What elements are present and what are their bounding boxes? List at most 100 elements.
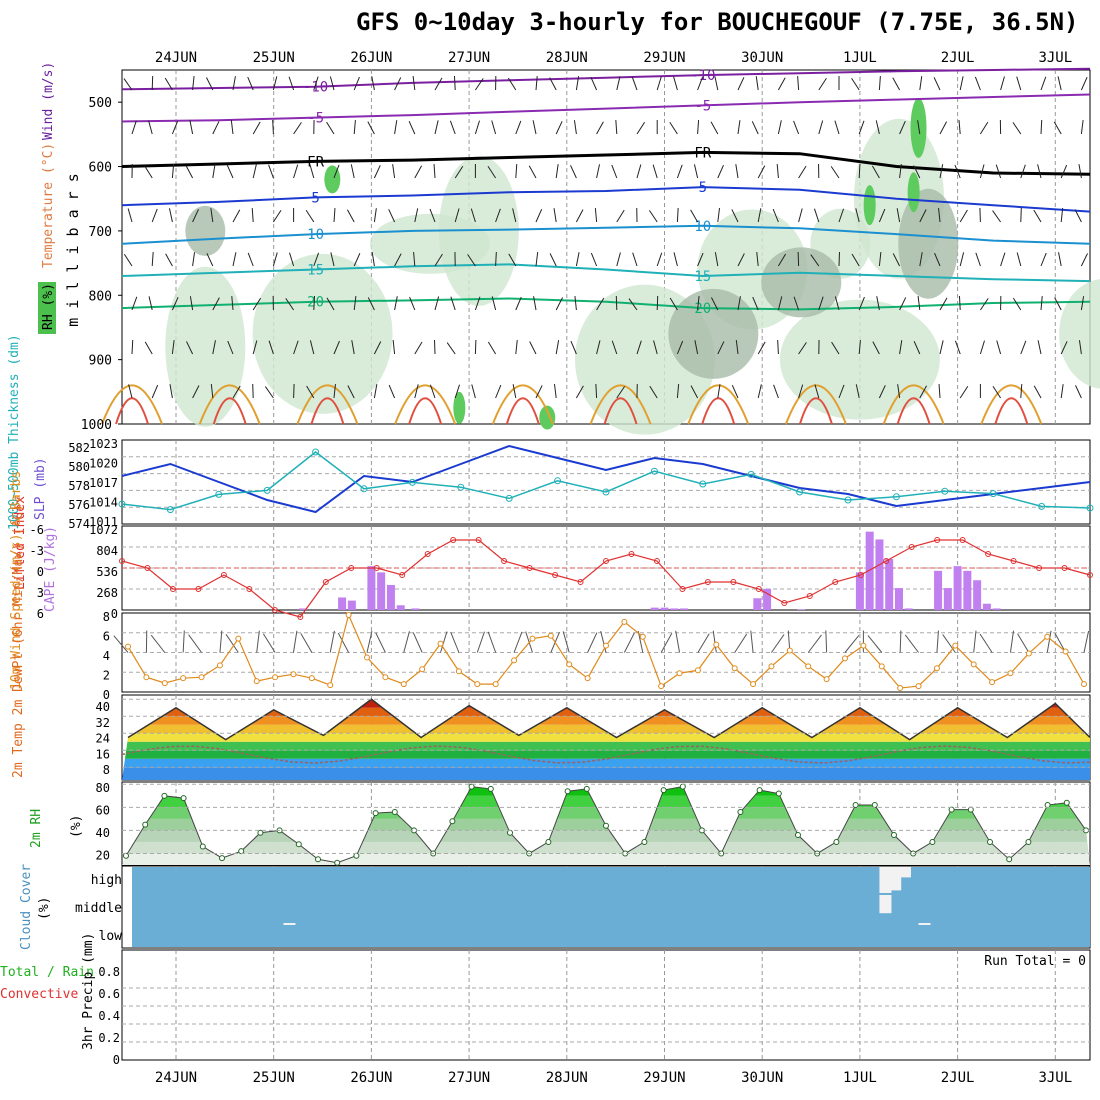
wind-barb [653, 340, 658, 355]
isotherm-25 [980, 384, 1043, 425]
wind-barb [1017, 633, 1030, 653]
cloud-level-label: middle [75, 901, 122, 916]
wind-barb [515, 163, 518, 179]
cloud-patch [918, 923, 931, 925]
wind-speed-marker [566, 661, 573, 668]
temp-tick-label: 16 [96, 747, 110, 761]
wind-barb [958, 120, 961, 135]
cape-bar [953, 566, 962, 610]
wind-barb [206, 253, 214, 267]
wind-barb [252, 297, 262, 311]
wind-barb [192, 385, 200, 399]
cloud-patch [898, 867, 911, 878]
cape-bar [660, 607, 669, 610]
wind-barb [693, 164, 699, 179]
wind-barb [570, 340, 577, 355]
wind-barb [714, 252, 719, 267]
bottom-day-label: 30JUN [741, 1070, 783, 1086]
wind-barb [313, 295, 316, 311]
isotherm-label: -10 [690, 68, 715, 84]
wind-barb [1020, 340, 1027, 355]
lifted-index-marker [1061, 565, 1068, 571]
temp-tick-label: 24 [96, 732, 110, 746]
wind-barb [575, 385, 584, 399]
wind-barb [188, 634, 202, 653]
wind-barb [528, 165, 537, 179]
wind-barb [429, 208, 436, 223]
isotherm-30 [115, 397, 149, 425]
wind-barb [919, 252, 923, 267]
wind-barb [371, 76, 375, 91]
wind-barb [474, 296, 481, 311]
wind-barb [573, 120, 577, 135]
wind-barb [673, 76, 678, 91]
cloud-level-label: high [91, 873, 122, 888]
cape-bar [943, 588, 952, 610]
wind-barb [219, 630, 223, 653]
isotherm-25 [198, 384, 261, 425]
wind-barb [954, 164, 961, 179]
top-day-label: 25JUN [253, 50, 295, 66]
wind-barb [959, 252, 965, 267]
wind-barb [413, 252, 416, 267]
wind-barb [737, 296, 741, 311]
isotherm-25 [296, 384, 359, 425]
lifted-index-marker [653, 558, 660, 564]
wind-barb [1080, 77, 1088, 91]
wind-barb [144, 341, 153, 355]
wind-barb [212, 340, 216, 355]
cape-tick-label: 1072 [89, 523, 118, 537]
bottom-day-label: 27JUN [448, 1070, 490, 1086]
wind-speed-marker [327, 682, 334, 689]
wind-barb [230, 120, 234, 135]
wind-barb [1078, 164, 1082, 179]
wind-barb [467, 254, 476, 267]
wind-barb [858, 340, 861, 355]
wind-barb [535, 76, 538, 91]
wind-barb [150, 634, 166, 653]
wind-barb [1078, 340, 1082, 355]
wind-barb [171, 297, 179, 311]
wind-barb [293, 164, 299, 179]
bottom-day-label: 24JUN [155, 1070, 197, 1086]
li-tick-label: 0 [37, 565, 44, 579]
wind-barb [329, 630, 335, 653]
rh-shade [165, 266, 246, 427]
wind-barb [535, 385, 543, 399]
wind-speed-marker [731, 665, 738, 672]
wind-axis-label: 10m Wind Speed (m/s) & Barbs [9, 471, 24, 690]
wind-barb [1009, 630, 1015, 653]
cape-bar [411, 608, 420, 610]
wind-barb [1037, 164, 1042, 179]
rh-legend-swatch [38, 282, 56, 334]
rh-axis-label: RH (%) [41, 283, 56, 330]
wind-barb [697, 252, 704, 267]
cape-bar [934, 570, 943, 610]
wind-barb [594, 208, 598, 223]
wind-speed-marker [511, 657, 518, 664]
precip-tick-label: 0.2 [98, 1031, 120, 1045]
wind-barb [449, 120, 456, 135]
rh-shade-dark [185, 205, 226, 256]
cape-bar [670, 608, 679, 610]
wind-barb [165, 253, 173, 267]
wind-speed-marker [713, 641, 720, 648]
wind-barb [777, 120, 782, 135]
isotherm-30 [896, 397, 931, 425]
isotherm-30 [408, 397, 443, 425]
wind-barb [896, 208, 901, 223]
wind-barb [272, 119, 274, 135]
wind-barb [326, 121, 335, 135]
wind-barb [326, 297, 335, 311]
wind-barb [631, 76, 638, 91]
cape-axis-label: CAPE (J/kg) [43, 526, 58, 612]
temp-axis-label: 2m Temp 2m DewPt (6hr Min/Max) (°C) [11, 504, 26, 778]
thickness-marker [989, 490, 997, 498]
wind-barb [844, 635, 860, 653]
wind-barb [491, 120, 497, 135]
wind-barb [1033, 385, 1042, 399]
cape-bar [982, 603, 991, 610]
wind-barb [737, 77, 745, 91]
lifted-index-marker [399, 572, 406, 578]
wind-barb [939, 164, 944, 179]
